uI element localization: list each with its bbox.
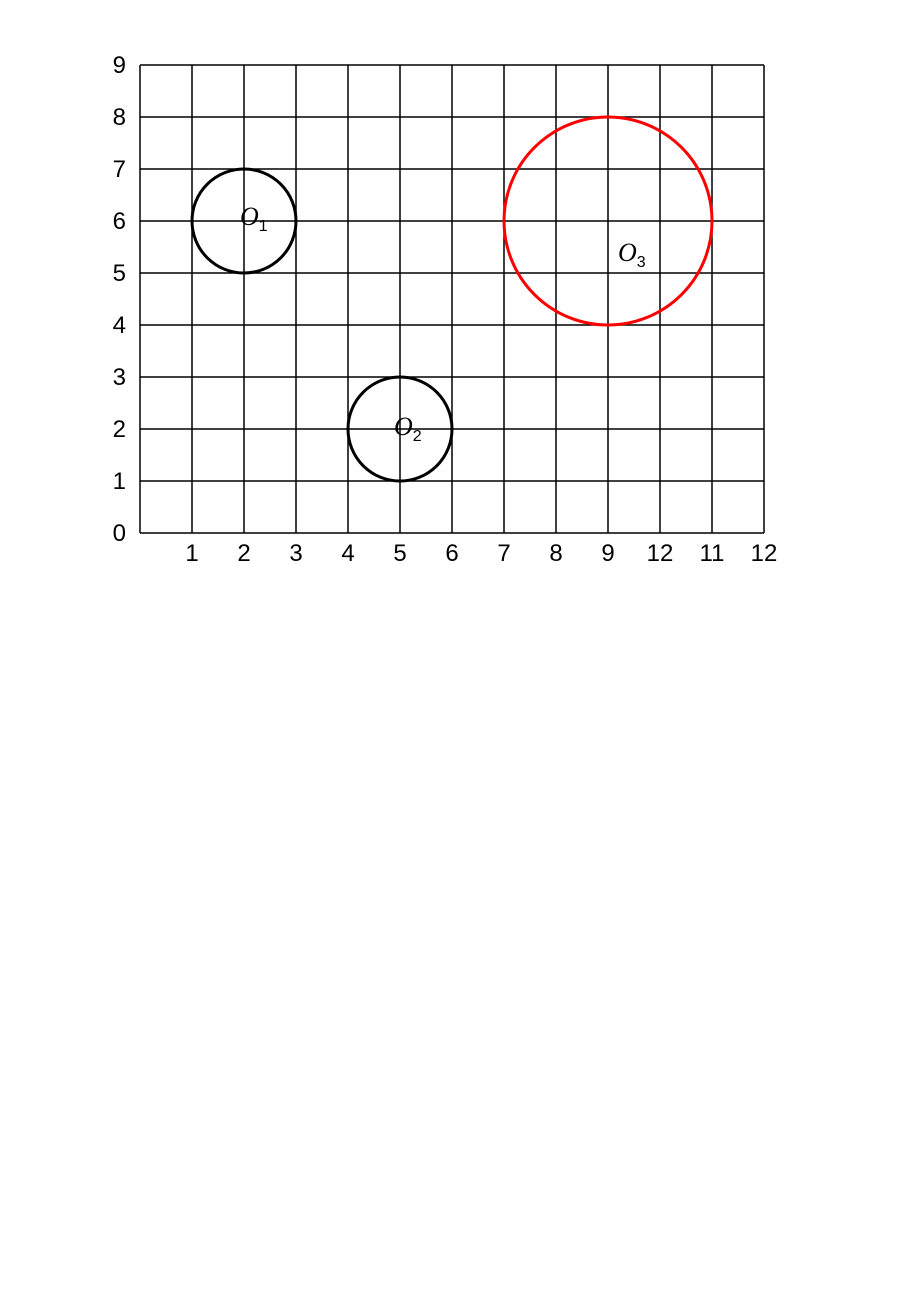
x-axis-label: 11 — [700, 540, 725, 567]
y-axis-label: 9 — [113, 52, 126, 79]
y-axis-label: 4 — [113, 312, 126, 339]
circle-label-O2: O2 — [394, 412, 422, 445]
x-axis-label: 5 — [393, 540, 406, 567]
y-axis-label: 1 — [113, 468, 126, 495]
y-axis-label: 8 — [113, 104, 126, 131]
circle-label-O1: O1 — [240, 202, 268, 235]
x-axis-label: 3 — [289, 540, 302, 567]
x-axis-label: 12 — [647, 540, 674, 567]
x-axis-labels: 123456789121112 — [185, 540, 777, 567]
y-axis-label: 3 — [113, 364, 126, 391]
y-axis-label: 6 — [113, 208, 126, 235]
grid — [140, 65, 764, 533]
x-axis-label: 9 — [601, 540, 614, 567]
circle-label-O3: O3 — [618, 238, 646, 271]
y-axis-labels: 0 1 2 3 4 5 6 7 8 9 — [113, 52, 126, 547]
x-axis-label: 12 — [751, 540, 778, 567]
x-axis-label: 1 — [185, 540, 198, 567]
x-axis-label: 6 — [445, 540, 458, 567]
grid-diagram: 1234567891211120123456789O1O2O3 — [0, 0, 920, 1302]
y-axis-label: 0 — [113, 520, 126, 547]
x-axis-label: 8 — [549, 540, 562, 567]
y-axis-label: 5 — [113, 260, 126, 287]
y-axis-label: 7 — [113, 156, 126, 183]
x-axis-label: 2 — [237, 540, 250, 567]
x-axis-label: 4 — [341, 540, 354, 567]
x-axis-label: 7 — [497, 540, 510, 567]
diagram-container: 1234567891211120123456789O1O2O3 — [0, 0, 920, 1307]
y-axis-label: 2 — [113, 416, 126, 443]
